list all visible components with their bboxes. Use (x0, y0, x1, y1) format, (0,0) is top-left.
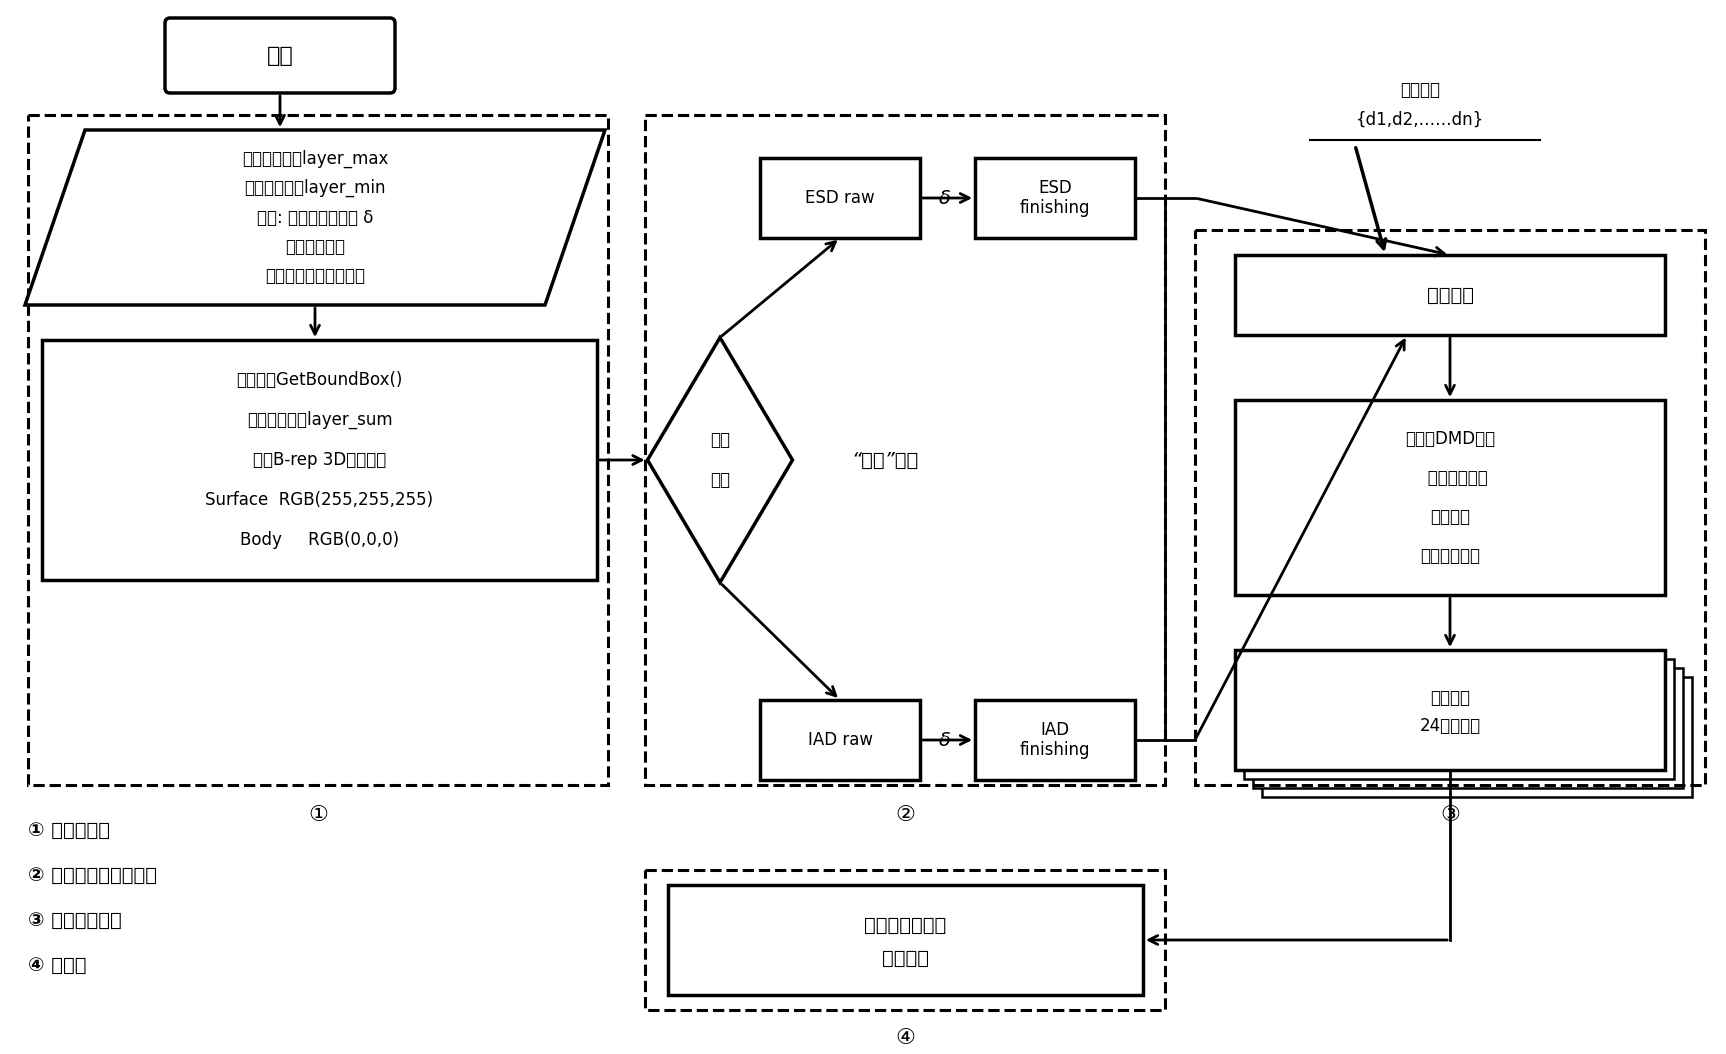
Bar (1236, 255, 1666, 335)
Bar (41, 340, 597, 580)
Text: 投影透镜倍率: 投影透镜倍率 (1412, 469, 1488, 487)
Text: “两步”机制: “两步”机制 (851, 450, 918, 469)
Polygon shape (24, 130, 606, 305)
Text: 包容盒：GetBoundBox(): 包容盒：GetBoundBox() (236, 371, 402, 389)
Text: ④ 后处理: ④ 后处理 (28, 956, 86, 975)
Bar (646, 870, 1165, 1010)
Text: 最大允许层厄layer_max: 最大允许层厄layer_max (242, 150, 388, 169)
Text: IAD raw: IAD raw (808, 731, 873, 749)
Text: ①: ① (307, 805, 328, 825)
Text: ④: ④ (896, 1028, 915, 1048)
Polygon shape (647, 337, 792, 583)
Text: 用户: 用户 (709, 431, 730, 449)
Text: ESD raw: ESD raw (806, 189, 875, 207)
Text: 输入: 自适应厘度误差 δ: 输入: 自适应厘度误差 δ (257, 209, 373, 227)
Text: ESD
finishing: ESD finishing (1020, 178, 1091, 217)
Bar (975, 158, 1136, 238)
Bar (975, 700, 1136, 780)
Text: ③ 直接切片处理: ③ 直接切片处理 (28, 911, 123, 930)
Text: 计算切片数：layer_sum: 计算切片数：layer_sum (247, 411, 392, 429)
Text: 层厄序列: 层厄序列 (1400, 81, 1439, 99)
Text: ③: ③ (1439, 805, 1460, 825)
Bar (1253, 668, 1683, 788)
Text: 决定: 决定 (709, 471, 730, 489)
Text: {d1,d2,……dn}: {d1,d2,……dn} (1357, 111, 1484, 129)
Text: 匹配：DMD型号: 匹配：DMD型号 (1405, 430, 1495, 448)
FancyBboxPatch shape (166, 18, 395, 93)
Bar (1244, 659, 1674, 779)
Bar (1194, 230, 1705, 785)
Text: 开始: 开始 (266, 45, 293, 65)
Bar (646, 115, 1165, 785)
Bar (1236, 401, 1666, 596)
Text: 反色处理: 反色处理 (882, 949, 929, 968)
Bar (1236, 650, 1666, 770)
Text: 数据保存路径: 数据保存路径 (285, 237, 345, 256)
Text: δ: δ (939, 730, 951, 749)
Text: 最下允许层厄layer_min: 最下允许层厄layer_min (245, 179, 385, 197)
Text: 抖动成单色位图: 抖动成单色位图 (865, 916, 946, 935)
Text: ② 厘度自适应处理阶段: ② 厘度自适应处理阶段 (28, 865, 157, 884)
Text: ① 预处理阶段: ① 预处理阶段 (28, 820, 110, 839)
Text: IAD
finishing: IAD finishing (1020, 721, 1091, 759)
Text: 设置B-rep 3D模型颜色: 设置B-rep 3D模型颜色 (254, 451, 387, 469)
Text: 24真彩位图: 24真彩位图 (1419, 717, 1481, 735)
Text: 干涉检查: 干涉检查 (1431, 508, 1471, 526)
Text: ②: ② (896, 805, 915, 825)
Bar (759, 158, 920, 238)
Bar (668, 885, 1143, 995)
Text: 位图切片数据保存路径: 位图切片数据保存路径 (266, 267, 364, 285)
Text: 生产位图数据: 生产位图数据 (1420, 547, 1479, 565)
Bar (28, 115, 608, 785)
Text: Body     RGB(0,0,0): Body RGB(0,0,0) (240, 531, 399, 549)
Text: δ: δ (939, 189, 951, 208)
Text: 保存数据: 保存数据 (1431, 689, 1471, 707)
Text: 直接切片: 直接切片 (1426, 286, 1474, 305)
Bar (759, 700, 920, 780)
Text: Surface  RGB(255,255,255): Surface RGB(255,255,255) (205, 491, 433, 509)
Bar (1262, 677, 1691, 797)
